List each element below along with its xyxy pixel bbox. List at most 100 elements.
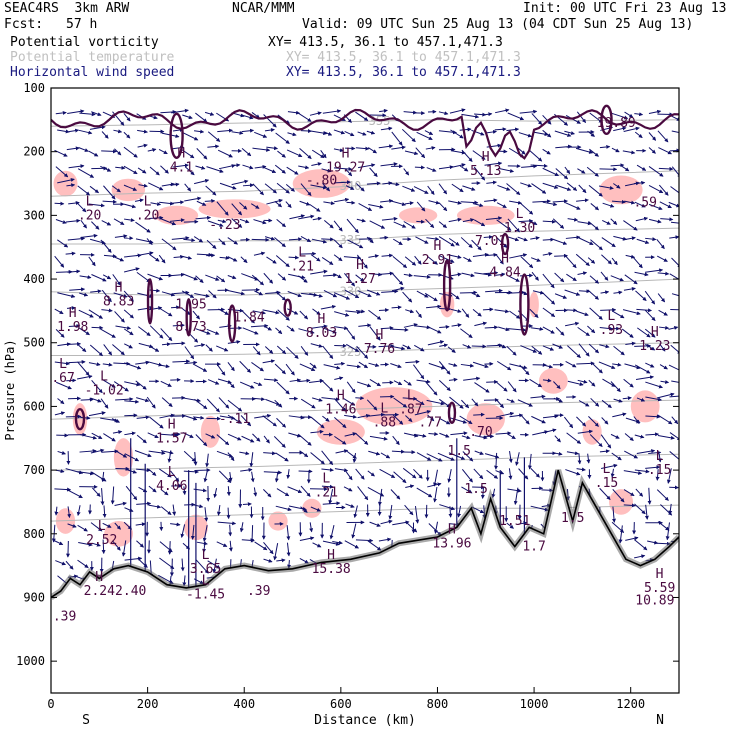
- wind-vector: [391, 305, 402, 310]
- wind-vector: [463, 256, 472, 262]
- wind-vector: [345, 503, 355, 508]
- wind-vector: [309, 130, 328, 136]
- wind-vector: [227, 237, 239, 245]
- wind-vector: [216, 541, 228, 547]
- wind-vector: [416, 219, 425, 224]
- wind-vector: [576, 467, 586, 472]
- wind-vector: [530, 468, 540, 478]
- wind-vector: [494, 309, 510, 314]
- wind-vector: [55, 219, 67, 224]
- hl-value: 4.06: [156, 479, 187, 494]
- wind-vector: [402, 344, 412, 350]
- wind-vector: [380, 162, 398, 167]
- wind-vector: [333, 239, 343, 249]
- wind-vector: [415, 147, 426, 159]
- wind-vector: [388, 504, 393, 520]
- wind-vector: [656, 255, 668, 262]
- wind-vector: [624, 111, 634, 118]
- wind-vector: [648, 450, 662, 455]
- wind-vector: [192, 363, 208, 372]
- wind-vector: [358, 202, 373, 211]
- wind-vector: [518, 132, 533, 138]
- hl-letter: H: [501, 252, 509, 267]
- wind-vector: [438, 221, 447, 229]
- wind-vector: [100, 239, 112, 253]
- wind-vector: [636, 308, 653, 313]
- wind-vector: [622, 396, 632, 401]
- field-theta-name: Potential temperature: [10, 50, 175, 65]
- field-pv-xy: XY= 413.5, 36.1 to 457.1,471.3: [268, 35, 503, 50]
- wind-vector: [461, 399, 470, 409]
- wind-vector: [633, 416, 640, 425]
- wind-vector: [320, 149, 327, 159]
- wind-vector: [657, 453, 662, 463]
- hl-value: 8.83: [103, 294, 134, 309]
- wind-vector: [367, 147, 377, 154]
- wind-vector: [634, 131, 643, 139]
- wind-vector: [207, 379, 220, 385]
- wind-vector: [123, 267, 140, 273]
- wind-vector: [298, 378, 311, 383]
- wind-vector: [542, 251, 553, 256]
- wind-vector: [309, 111, 322, 116]
- wind-vector: [575, 147, 594, 154]
- wind-vector: [428, 431, 439, 436]
- hl-letter: H: [177, 147, 185, 162]
- wind-vector: [660, 380, 670, 384]
- wind-vector: [496, 399, 504, 409]
- wind-vector: [576, 310, 589, 317]
- wind-vector: [250, 203, 260, 209]
- wind-vector: [322, 501, 341, 506]
- wind-vector: [658, 309, 668, 316]
- wind-vector: [485, 288, 503, 293]
- wind-vector: [565, 202, 581, 210]
- wind-vector: [461, 308, 470, 318]
- wind-vector: [76, 202, 87, 213]
- wind-vector: [473, 166, 486, 181]
- wind-vector: [239, 202, 248, 210]
- wind-vector: [159, 364, 170, 369]
- wind-vector: [100, 165, 112, 172]
- wind-vector: [613, 235, 628, 241]
- hl-value: 7.76: [364, 342, 395, 357]
- wind-vector: [368, 362, 380, 368]
- wind-vector: [213, 488, 218, 499]
- wind-vector: [54, 361, 71, 366]
- wind-vector: [634, 503, 646, 515]
- wind-vector: [484, 325, 499, 330]
- theta-contour-label: 340: [340, 179, 362, 193]
- wind-vector: [555, 144, 573, 149]
- wind-vector: [88, 256, 96, 267]
- wind-vector: [67, 506, 72, 519]
- wind-vector: [357, 486, 369, 501]
- wind-vector: [148, 215, 164, 220]
- wind-vector: [439, 432, 450, 438]
- wind-vector: [113, 129, 123, 134]
- wind-vector: [438, 361, 451, 375]
- wind-vector: [623, 503, 636, 508]
- wind-vector: [239, 360, 251, 373]
- wind-vector: [542, 378, 552, 383]
- wind-vector: [160, 506, 172, 516]
- wind-vector: [102, 274, 112, 280]
- wind-vector: [311, 149, 325, 159]
- wind-vector: [402, 185, 416, 192]
- wind-vector: [669, 395, 679, 398]
- wind-vector: [227, 380, 235, 389]
- wind-vector: [509, 200, 523, 205]
- wind-vector: [183, 414, 198, 421]
- wind-vector: [195, 434, 208, 447]
- wind-vector: [669, 451, 679, 463]
- wind-vector: [424, 130, 434, 136]
- wind-vector: [460, 328, 473, 339]
- wind-vector: [554, 435, 561, 443]
- wind-vector: [428, 200, 440, 205]
- wind-vector: [241, 310, 255, 324]
- wind-vector: [463, 376, 481, 381]
- wind-vector: [542, 219, 556, 224]
- wind-vector: [645, 268, 664, 273]
- wind-vector: [55, 166, 69, 178]
- wind-vector: [136, 415, 150, 420]
- wind-vector: [355, 538, 374, 543]
- wind-vector: [599, 144, 611, 149]
